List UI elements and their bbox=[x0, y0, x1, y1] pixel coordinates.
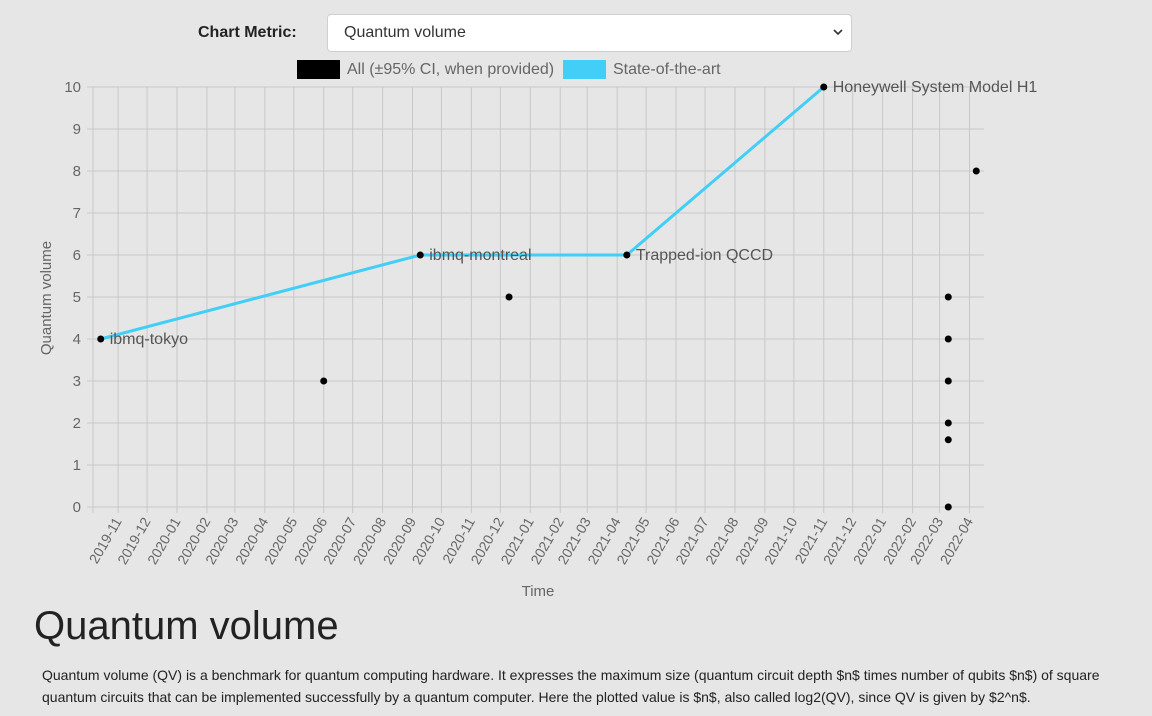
y-tick-label: 5 bbox=[73, 289, 81, 306]
y-tick-label: 6 bbox=[73, 247, 81, 264]
data-point bbox=[944, 436, 952, 444]
y-tick-label: 3 bbox=[73, 373, 81, 390]
data-point bbox=[320, 377, 328, 385]
chart-grid bbox=[87, 86, 984, 513]
metric-description: Quantum volume (QV) is a benchmark for q… bbox=[42, 667, 1100, 705]
state-of-the-art-line bbox=[100, 85, 825, 341]
chart-metric-select[interactable]: Quantum volume bbox=[327, 14, 852, 52]
data-point bbox=[505, 293, 513, 301]
data-point bbox=[944, 293, 952, 301]
y-tick-label: 0 bbox=[73, 499, 81, 516]
chart-legend[interactable]: All (±95% CI, when provided) State-of-the… bbox=[297, 60, 721, 79]
legend-label: State-of-the-art bbox=[613, 61, 721, 78]
data-point bbox=[944, 335, 952, 343]
data-point bbox=[623, 251, 631, 259]
legend-label: All (±95% CI, when provided) bbox=[347, 61, 554, 78]
data-point-label: Honeywell System Model H1 bbox=[833, 79, 1038, 96]
data-point bbox=[944, 377, 952, 385]
y-tick-label: 9 bbox=[73, 121, 81, 138]
data-point-label: Trapped-ion QCCD bbox=[636, 247, 773, 264]
series-all bbox=[97, 83, 980, 511]
data-point bbox=[820, 83, 828, 91]
data-point bbox=[97, 335, 105, 343]
page-title: Quantum volume bbox=[34, 604, 339, 648]
chart-axes: 0123456789102019-112019-122020-012020-02… bbox=[64, 79, 984, 567]
y-tick-label: 1 bbox=[73, 457, 81, 474]
data-point bbox=[944, 503, 952, 511]
legend-swatch bbox=[297, 60, 340, 79]
data-point bbox=[944, 419, 952, 427]
point-labels: ibmq-tokyo ibmq-montreal Trapped-ion QCCD H… bbox=[110, 79, 1038, 348]
y-tick-label: 7 bbox=[73, 205, 81, 222]
quantum-volume-chart: All (±95% CI, when provided) State-of-the… bbox=[38, 60, 1038, 600]
y-axis-label: Quantum volume bbox=[38, 241, 55, 355]
y-tick-label: 10 bbox=[64, 79, 81, 96]
metric-selector-row: Chart Metric: Quantum volume bbox=[0, 14, 1152, 52]
chart-metric-selected-value: Quantum volume bbox=[344, 24, 466, 41]
x-axis-label: Time bbox=[522, 583, 555, 600]
data-point bbox=[416, 251, 424, 259]
y-tick-label: 8 bbox=[73, 163, 81, 180]
chart-metric-label: Chart Metric: bbox=[198, 24, 297, 41]
chevron-down-icon bbox=[833, 29, 843, 36]
data-point bbox=[972, 167, 980, 175]
data-point-label: ibmq-montreal bbox=[429, 247, 531, 264]
y-tick-label: 4 bbox=[73, 331, 81, 348]
y-tick-label: 2 bbox=[73, 415, 81, 432]
series-state-of-the-art bbox=[100, 85, 825, 341]
data-point-label: ibmq-tokyo bbox=[110, 331, 188, 348]
legend-swatch bbox=[563, 60, 606, 79]
